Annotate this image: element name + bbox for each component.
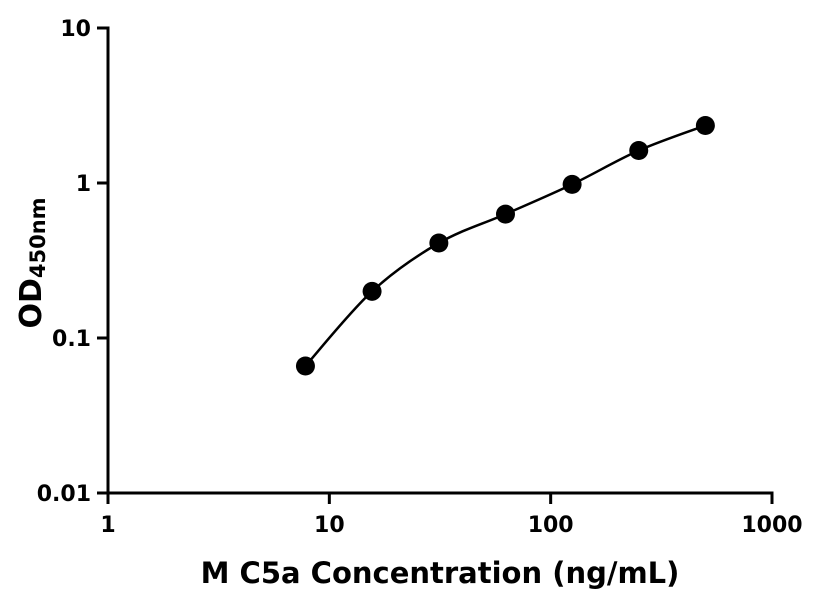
y-tick-label: 0.1: [52, 327, 91, 352]
data-point: [362, 281, 382, 301]
fit-curve: [304, 124, 706, 367]
data-point: [695, 115, 715, 135]
data-point: [295, 356, 315, 376]
y-tick-label: 1: [76, 172, 91, 197]
x-tick-label: 10: [314, 513, 345, 538]
x-tick-label: 1: [100, 513, 115, 538]
data-point: [429, 233, 449, 253]
x-axis-label: M C5a Concentration (ng/mL): [200, 556, 680, 590]
y-axis-label-main: OD: [14, 278, 49, 329]
y-tick-label: 10: [60, 17, 91, 42]
data-point: [629, 141, 649, 161]
data-point: [495, 204, 515, 224]
x-tick-label: 1000: [741, 513, 802, 538]
x-tick-label: 100: [528, 513, 574, 538]
data-point: [562, 174, 582, 194]
y-axis-label-subscript: 450nm: [26, 197, 50, 279]
y-tick-label: 0.01: [37, 482, 91, 507]
y-axis-label: OD450nm: [13, 173, 51, 353]
axes-spines: [106, 26, 774, 495]
